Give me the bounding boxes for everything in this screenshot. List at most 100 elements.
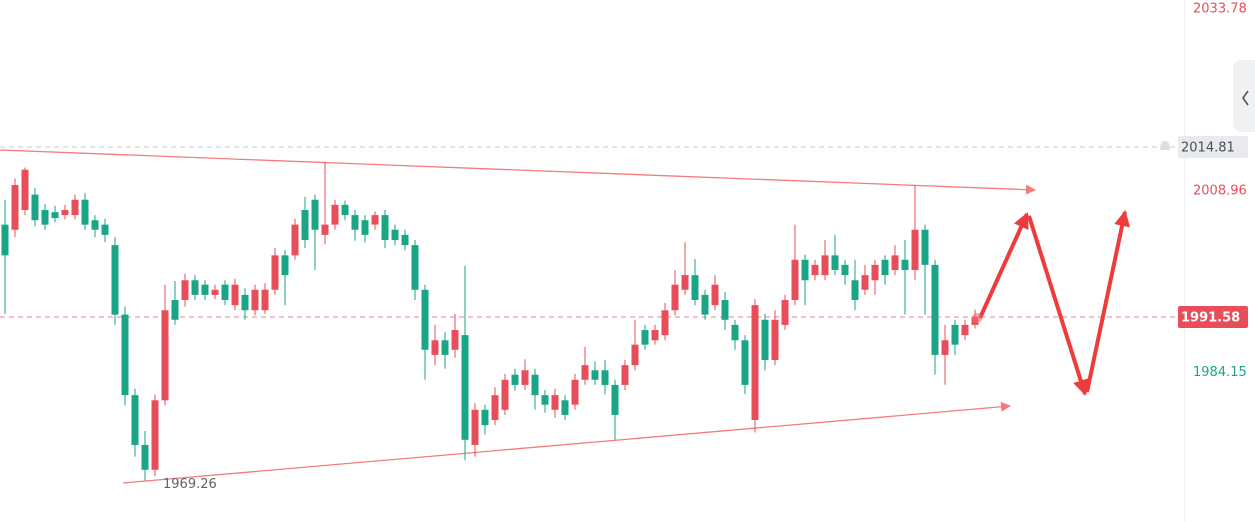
candle-body: [371, 215, 379, 225]
candle-body: [51, 212, 59, 219]
candle-body: [831, 255, 839, 271]
candle-body: [801, 259, 809, 281]
candles: [1, 161, 979, 481]
arrow: [978, 212, 1029, 319]
candle-body: [961, 324, 969, 336]
price-label: 2033.78: [1193, 2, 1247, 17]
candle-body: [221, 284, 229, 301]
candle-body: [281, 255, 289, 276]
price-axis: 2014.81 1991.58 2033.78 2008.96 1984.15 1969.…: [163, 2, 1248, 492]
price-label: 2008.96: [1193, 183, 1247, 198]
candle-body: [901, 259, 909, 271]
candle-body: [111, 245, 119, 315]
candle-body: [81, 199, 89, 225]
candle-body: [641, 330, 649, 345]
candle-body: [321, 224, 329, 235]
candle-body: [1, 224, 9, 256]
candle-body: [21, 169, 29, 210]
low-label: 1969.26: [163, 477, 217, 492]
forecast-arrows: [978, 210, 1130, 396]
candle-body: [361, 220, 369, 235]
candle-body: [891, 255, 899, 271]
candle-body: [751, 305, 759, 421]
candle-body: [471, 409, 479, 445]
candle-body: [331, 204, 339, 225]
candle-body: [691, 275, 699, 301]
candle-body: [191, 280, 199, 295]
collapse-tab[interactable]: [1233, 60, 1255, 132]
candle-body: [811, 264, 819, 276]
candle-body: [941, 340, 949, 355]
candle-body: [101, 224, 109, 235]
arrow: [1027, 215, 1089, 396]
candle-body: [201, 284, 209, 295]
candle-body: [721, 300, 729, 320]
arrow: [1085, 210, 1130, 393]
candle-body: [911, 229, 919, 271]
candle-body: [41, 209, 49, 225]
candle-body: [671, 284, 679, 311]
candle-body: [271, 255, 279, 290]
candle-body: [771, 319, 779, 361]
candle-body: [171, 300, 179, 320]
candle-body: [181, 280, 189, 301]
candle-body: [141, 444, 149, 470]
current-dot: [972, 313, 982, 323]
price-tag: [1178, 135, 1248, 158]
candle-body: [441, 340, 449, 355]
candle-body: [381, 215, 389, 240]
candle-body: [421, 289, 429, 350]
candle-body: [11, 185, 19, 230]
candle-body: [461, 335, 469, 440]
candle-body: [841, 264, 849, 276]
trend-line: [122, 401, 1011, 484]
candle-body: [711, 284, 719, 306]
candle-body: [351, 215, 359, 230]
candle-body: [391, 229, 399, 240]
candle-body: [621, 365, 629, 385]
candle-body: [151, 400, 159, 470]
candle-body: [251, 289, 259, 311]
candle-body: [451, 330, 459, 350]
candle-body: [651, 330, 659, 341]
candle-body: [91, 220, 99, 230]
candle-body: [551, 395, 559, 410]
candle-body: [341, 204, 349, 216]
candle-body: [241, 294, 249, 311]
candle-body: [261, 289, 269, 311]
candle-body: [501, 379, 509, 410]
candle-body: [311, 199, 319, 230]
candle-body: [231, 284, 239, 306]
alert-icon[interactable]: [1160, 141, 1170, 150]
candle-body: [921, 229, 929, 265]
candle-body: [781, 300, 789, 325]
candle-body: [571, 379, 579, 405]
candle-body: [521, 370, 529, 385]
candle-body: [931, 264, 939, 355]
price-label: 1984.15: [1193, 365, 1247, 380]
candle-body: [821, 255, 829, 276]
trend-line: [0, 149, 1036, 195]
price-tag: [1178, 305, 1248, 328]
candle-body: [791, 259, 799, 301]
candle-body: [481, 409, 489, 426]
price-tag-label: 1991.58: [1181, 310, 1240, 325]
candle-body: [881, 259, 889, 276]
candle-body: [681, 275, 689, 290]
candle-body: [211, 289, 219, 295]
candle-body: [61, 209, 69, 216]
candle-body: [511, 374, 519, 385]
candle-body: [701, 294, 709, 315]
candle-body: [401, 234, 409, 246]
candle-body: [631, 344, 639, 366]
price-tag-label: 2014.81: [1181, 140, 1235, 155]
candle-body: [431, 340, 439, 355]
candle-body: [861, 275, 869, 290]
candle-body: [611, 384, 619, 415]
candle-body: [131, 395, 139, 445]
candle-body: [731, 324, 739, 341]
candle-body: [951, 324, 959, 345]
candle-body: [741, 340, 749, 385]
candle-body: [601, 370, 609, 385]
